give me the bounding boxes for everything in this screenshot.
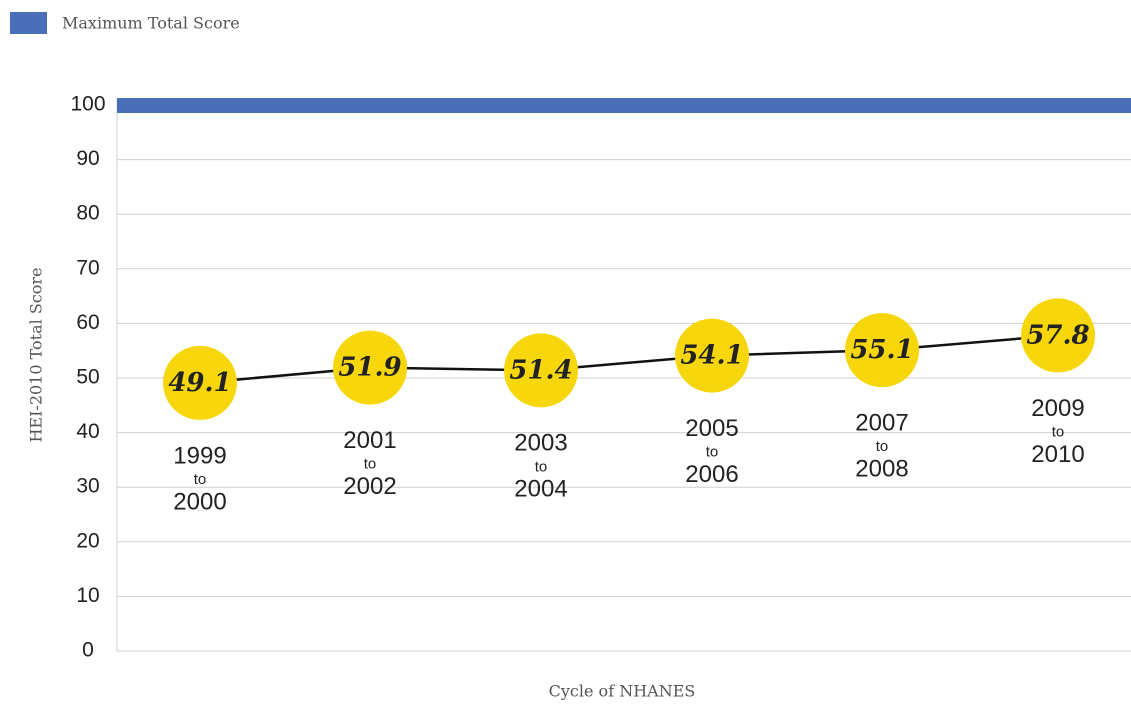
y-tick-label: 50 (76, 366, 99, 389)
x-tick-label: 2002 (343, 473, 396, 500)
y-tick-label: 100 (70, 93, 105, 116)
x-tick-label: to (876, 438, 889, 455)
x-tick-label: to (1052, 423, 1065, 440)
y-tick-label: 90 (76, 147, 99, 170)
x-axis-label: Cycle of NHANES (549, 682, 696, 701)
x-tick-label: to (364, 456, 377, 473)
x-tick-label: 2001 (343, 427, 396, 454)
marker (675, 318, 749, 393)
y-tick-label: 60 (76, 311, 99, 334)
x-tick-label: 2000 (173, 488, 226, 515)
value-label: 57.8 (1026, 320, 1089, 350)
marker (163, 345, 237, 420)
y-tick-label: 0 (82, 639, 94, 662)
value-label: 55.1 (850, 335, 913, 365)
x-tick-label: 2003 (514, 430, 567, 457)
x-tick-label: 2007 (855, 409, 908, 436)
y-tick-label: 10 (76, 584, 99, 607)
data-line (199, 334, 1059, 385)
reference-line (117, 98, 1131, 113)
value-label: 51.9 (338, 353, 401, 383)
x-tick-label: 2005 (685, 415, 738, 442)
y-tick-label: 20 (76, 529, 99, 552)
value-label: 49.1 (168, 368, 231, 398)
y-tick-label: 40 (76, 420, 99, 443)
marker (1021, 298, 1095, 373)
marker (845, 313, 919, 388)
y-tick-label: 30 (76, 475, 99, 498)
x-tick-label: 2009 (1031, 395, 1084, 422)
x-tick-label: to (535, 458, 548, 475)
value-label: 51.4 (509, 355, 572, 385)
legend-swatch (10, 12, 47, 34)
y-tick-label: 70 (76, 256, 99, 279)
value-label: 54.1 (680, 341, 743, 371)
x-tick-label: 1999 (173, 442, 226, 469)
x-tick-label: 2006 (685, 461, 738, 488)
x-tick-label: 2008 (855, 455, 908, 482)
y-axis-label: HEI-2010 Total Score (27, 267, 46, 442)
legend-label: Maximum Total Score (62, 14, 240, 33)
x-tick-label: 2004 (514, 476, 567, 503)
x-tick-label: to (706, 444, 719, 461)
marker (504, 333, 578, 408)
x-tick-label: 2010 (1031, 441, 1084, 468)
y-tick-label: 80 (76, 202, 99, 225)
marker (333, 330, 407, 405)
x-tick-label: to (194, 471, 207, 488)
